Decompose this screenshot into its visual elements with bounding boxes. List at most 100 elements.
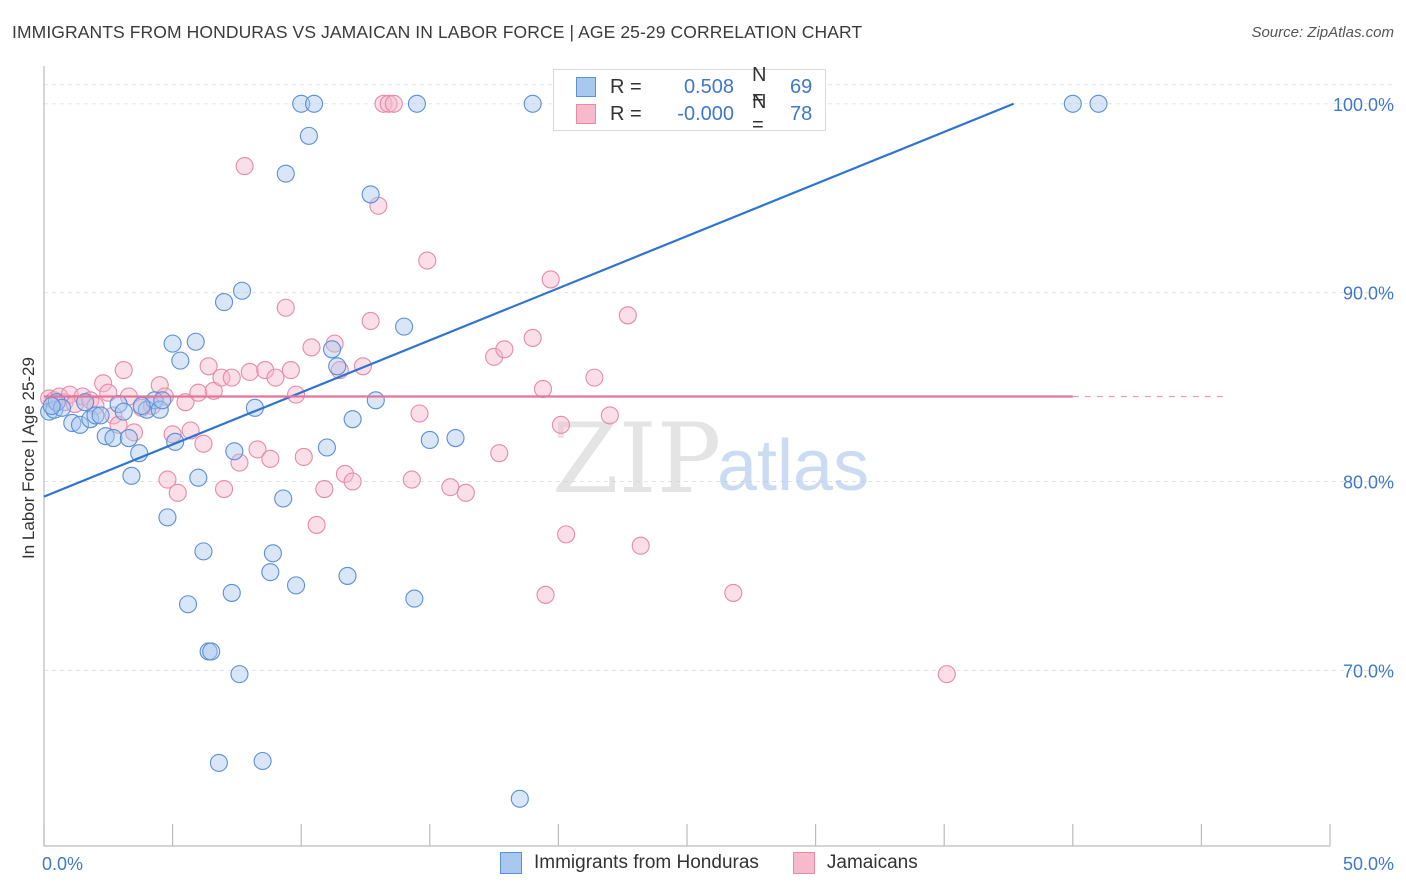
legend-r-value: -0.000 [677, 102, 734, 125]
y-tick-label: 100.0% [1333, 95, 1394, 115]
jamaicans-point [600, 406, 619, 425]
honduras-point [86, 406, 105, 425]
honduras-point [163, 334, 182, 353]
jamaicans-point [94, 374, 113, 393]
legend-row-jamaicans: R = -0.000 N = 78 [554, 91, 813, 136]
honduras-point [305, 94, 324, 113]
jamaicans-point [281, 361, 300, 380]
honduras-point [122, 466, 141, 485]
legend-n-label: N = [752, 91, 767, 136]
honduras-point [317, 438, 336, 457]
honduras-point [407, 94, 426, 113]
jamaicans-point [384, 94, 403, 113]
honduras-point [420, 430, 439, 449]
jamaicans-point [124, 423, 144, 442]
honduras-point [189, 468, 208, 487]
honduras-point [1063, 94, 1082, 113]
honduras-point [405, 589, 424, 608]
honduras-point [132, 396, 151, 416]
watermark-atlas: atlas [717, 426, 869, 506]
jamaicans-point [551, 415, 571, 434]
honduras-point [42, 396, 61, 416]
honduras-point [153, 391, 172, 410]
legend-n-label: N = [752, 64, 767, 109]
honduras-point [225, 442, 244, 461]
jamaicans-point [335, 464, 354, 483]
jamaicans-point [541, 270, 560, 289]
honduras-point [232, 281, 252, 300]
honduras-point [287, 576, 306, 595]
jamaicans-point [495, 340, 514, 359]
jamaicans-point [490, 444, 509, 463]
honduras-point [96, 427, 115, 446]
chart-title: IMMIGRANTS FROM HONDURAS VS JAMAICAN IN … [12, 22, 863, 42]
jamaicans-point [104, 406, 123, 425]
honduras-point [253, 751, 272, 771]
honduras-point [194, 542, 213, 561]
jamaicans-point [256, 361, 275, 380]
honduras-point [91, 406, 110, 425]
jamaicans-point [361, 311, 380, 331]
jamaicans-point [410, 404, 429, 423]
legend-r-value: 0.508 [683, 75, 734, 98]
watermark-zip: ZIP [552, 403, 721, 515]
honduras-point [1089, 94, 1108, 113]
jamaicans-point [235, 157, 254, 176]
honduras-point [366, 391, 385, 410]
jamaicans-point [618, 306, 637, 325]
trend-lines [43, 102, 1228, 498]
legend-swatch-jamaicans [576, 104, 596, 124]
jamaicans-point [485, 347, 504, 366]
jamaicans-point [214, 480, 234, 499]
legend-n-value: 69 [790, 75, 813, 98]
jamaicans-point [724, 583, 743, 602]
jamaicans-point [168, 483, 187, 502]
jamaicans-point [261, 449, 280, 468]
jamaicans-point [230, 453, 249, 472]
jamaicans-point [158, 470, 177, 489]
honduras-point [276, 164, 295, 183]
jamaicans-point [294, 447, 313, 466]
honduras-point [70, 415, 90, 434]
honduras-point [158, 508, 177, 527]
jamaicans-point [937, 665, 956, 684]
honduras-point [119, 429, 138, 448]
honduras-point [343, 410, 362, 429]
jamaicans-point [189, 383, 208, 402]
honduras-point [178, 595, 198, 614]
jamaicans-point [456, 483, 475, 502]
jamaicans-point [212, 368, 231, 387]
honduras-point [171, 351, 190, 370]
jamaicans-point [240, 362, 259, 382]
honduras-point [209, 753, 228, 772]
legend-r-label: R = [610, 102, 642, 125]
honduras-point [63, 413, 82, 432]
jamaicans-point [114, 361, 133, 380]
jamaicans-point [523, 328, 542, 348]
jamaicans-point [307, 515, 326, 534]
jamaicans-point [266, 368, 285, 387]
honduras-point [76, 393, 95, 412]
jamaicans-point [194, 434, 213, 453]
jamaicans-point [533, 379, 553, 399]
legend-row-honduras: R = 0.508 N = 69 [554, 64, 813, 109]
jamaicans-point [315, 480, 334, 499]
honduras-point [274, 489, 293, 508]
legend-n-value: 78 [790, 102, 813, 125]
legend-swatch-honduras [500, 852, 522, 874]
honduras-point [361, 185, 380, 204]
jamaicans-point [585, 368, 604, 387]
jamaicans-point [199, 357, 218, 376]
y-axis-label: In Labor Force | Age 25-29 [19, 357, 38, 559]
honduras-point [230, 665, 249, 684]
legend-swatch-honduras [576, 77, 596, 97]
y-tick-labels: 70.0% 80.0% 90.0% 100.0% [1333, 95, 1394, 682]
x-tick-label-min: 0.0% [42, 854, 83, 874]
jamaicans-point [176, 393, 195, 412]
jamaicans-point [276, 298, 295, 317]
honduras-trend-line [43, 102, 1015, 498]
jamaicans-points [40, 94, 956, 684]
jamaicans-point [343, 472, 362, 491]
honduras-point [261, 563, 280, 582]
